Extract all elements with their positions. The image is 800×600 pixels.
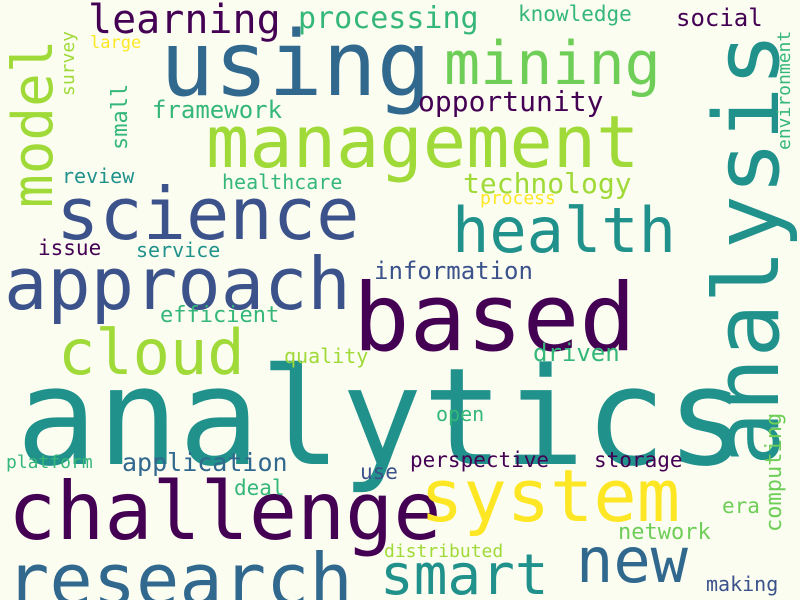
- word-large: large: [90, 33, 142, 53]
- word-management: management: [206, 100, 640, 184]
- word-smart: smart: [380, 543, 549, 600]
- word-survey: survey: [58, 30, 79, 96]
- word-model: model: [1, 39, 66, 208]
- word-analytics: analytics: [16, 339, 748, 496]
- word-information: information: [374, 257, 533, 285]
- word-review: review: [62, 164, 135, 188]
- word-challenge: challenge: [8, 465, 442, 558]
- word-quality: quality: [284, 344, 369, 368]
- word-use: use: [360, 460, 398, 484]
- word-computing: computing: [762, 412, 787, 532]
- word-service: service: [136, 238, 221, 262]
- word-distributed: distributed: [384, 541, 504, 562]
- word-perspective: perspective: [410, 448, 550, 472]
- word-mining: mining: [444, 29, 661, 99]
- word-social: social: [676, 4, 763, 32]
- word-technology: technology: [463, 167, 632, 200]
- word-network: network: [618, 520, 711, 545]
- word-efficient: efficient: [160, 303, 280, 328]
- word-environment: environment: [774, 30, 795, 150]
- word-issue: issue: [38, 236, 102, 260]
- word-making: making: [706, 572, 779, 596]
- word-learning: learning: [88, 0, 281, 43]
- word-new: new: [576, 524, 688, 597]
- word-driven: driven: [533, 339, 620, 367]
- word-health: health: [452, 194, 676, 267]
- word-based: based: [353, 264, 636, 373]
- word-open: open: [436, 402, 485, 426]
- word-research: research: [6, 538, 353, 600]
- word-small: small: [108, 83, 133, 150]
- word-using: using: [160, 12, 431, 117]
- word-deal: deal: [234, 476, 285, 500]
- word-storage: storage: [594, 448, 683, 472]
- word-opportunity: opportunity: [418, 85, 604, 118]
- word-approach: approach: [4, 242, 351, 326]
- word-knowledge: knowledge: [518, 2, 632, 26]
- word-platform: platform: [6, 452, 93, 473]
- word-science: science: [56, 172, 360, 256]
- word-process: process: [480, 188, 556, 209]
- word-framework: framework: [152, 96, 283, 124]
- word-processing: processing: [298, 1, 479, 36]
- word-era: era: [722, 494, 760, 518]
- word-application: application: [122, 448, 288, 477]
- word-system: system: [420, 454, 681, 538]
- word-cloud: cloud: [58, 316, 245, 389]
- word-healthcare: healthcare: [222, 170, 343, 194]
